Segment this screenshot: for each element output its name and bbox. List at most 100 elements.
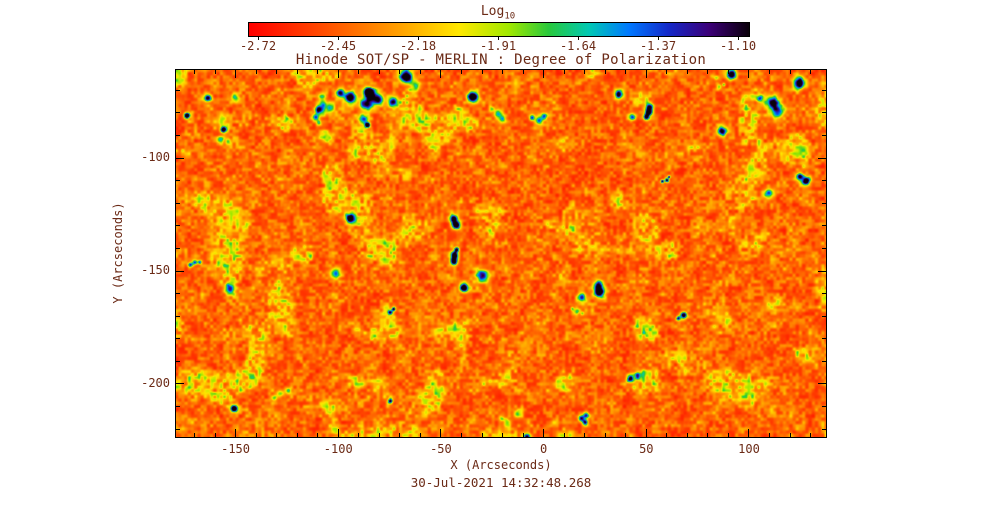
x-major-tick — [440, 70, 442, 78]
y-major-tick — [176, 270, 184, 272]
y-minor-tick — [822, 180, 826, 182]
x-minor-tick — [193, 70, 195, 74]
timestamp: 30-Jul-2021 14:32:48.268 — [410, 475, 592, 490]
y-minor-tick — [822, 428, 826, 430]
y-minor-tick — [822, 134, 826, 136]
x-tick-label: 50 — [639, 442, 654, 456]
x-minor-tick — [317, 433, 319, 437]
y-minor-tick — [822, 202, 826, 204]
y-axis-label: Y (Arcseconds) — [111, 202, 125, 304]
x-minor-tick — [399, 433, 401, 437]
colorbar-tick-label: -1.91 — [479, 39, 517, 53]
x-tick-label: -50 — [430, 442, 452, 456]
x-major-tick — [543, 70, 545, 78]
colorbar-tick — [257, 36, 259, 40]
y-minor-tick — [822, 338, 826, 340]
x-minor-tick — [769, 70, 771, 74]
x-minor-tick — [502, 70, 504, 74]
y-minor-tick — [176, 338, 180, 340]
x-minor-tick — [522, 70, 524, 74]
y-minor-tick — [822, 360, 826, 362]
x-major-tick — [235, 70, 237, 78]
x-minor-tick — [522, 433, 524, 437]
colorbar-tick — [737, 36, 739, 40]
x-minor-tick — [255, 433, 257, 437]
x-major-tick — [337, 429, 339, 437]
y-minor-tick — [176, 225, 180, 227]
x-minor-tick — [399, 70, 401, 74]
colorbar-tick — [337, 36, 339, 40]
colorbar-tick-label: -1.37 — [639, 39, 677, 53]
x-minor-tick — [604, 70, 606, 74]
colorbar-tick-label: -1.10 — [719, 39, 757, 53]
x-minor-tick — [789, 433, 791, 437]
x-major-tick — [645, 70, 647, 78]
plot-area — [175, 69, 827, 438]
x-minor-tick — [460, 70, 462, 74]
x-minor-tick — [707, 70, 709, 74]
x-minor-tick — [727, 70, 729, 74]
x-major-tick — [440, 429, 442, 437]
x-minor-tick — [789, 70, 791, 74]
colorbar-tick — [417, 36, 419, 40]
y-minor-tick — [822, 247, 826, 249]
x-minor-tick — [460, 433, 462, 437]
colorbar-tick — [657, 36, 659, 40]
x-minor-tick — [810, 433, 812, 437]
colorbar-tick-label: -1.64 — [559, 39, 597, 53]
y-minor-tick — [822, 89, 826, 91]
x-minor-tick — [584, 70, 586, 74]
y-minor-tick — [176, 89, 180, 91]
y-major-tick — [818, 157, 826, 159]
x-minor-tick — [584, 433, 586, 437]
x-major-tick — [645, 429, 647, 437]
colorbar-tick-label: -2.18 — [399, 39, 437, 53]
y-tick-label: -150 — [141, 263, 170, 277]
x-major-tick — [748, 70, 750, 78]
x-minor-tick — [686, 433, 688, 437]
y-minor-tick — [176, 180, 180, 182]
y-minor-tick — [176, 112, 180, 114]
colorbar-scale-label: Log10 — [448, 4, 548, 22]
x-minor-tick — [625, 70, 627, 74]
y-tick-label: -100 — [141, 150, 170, 165]
y-minor-tick — [176, 360, 180, 362]
colorbar-tick-label: -2.72 — [239, 39, 277, 53]
y-minor-tick — [176, 293, 180, 295]
x-minor-tick — [666, 70, 668, 74]
x-minor-tick — [378, 70, 380, 74]
x-tick-label: -100 — [323, 442, 353, 456]
x-minor-tick — [727, 433, 729, 437]
x-major-tick — [337, 70, 339, 78]
y-major-tick — [818, 270, 826, 272]
x-tick-label: -150 — [221, 442, 250, 456]
x-minor-tick — [419, 433, 421, 437]
x-minor-tick — [358, 433, 360, 437]
y-minor-tick — [822, 225, 826, 227]
heatmap-canvas — [176, 70, 826, 437]
y-minor-tick — [176, 202, 180, 204]
x-minor-tick — [707, 433, 709, 437]
colorbar-tick — [577, 36, 579, 40]
y-minor-tick — [176, 315, 180, 317]
x-minor-tick — [255, 70, 257, 74]
x-minor-tick — [481, 433, 483, 437]
x-minor-tick — [317, 70, 319, 74]
x-minor-tick — [686, 70, 688, 74]
y-major-tick — [176, 383, 184, 385]
x-minor-tick — [810, 70, 812, 74]
x-minor-tick — [193, 433, 195, 437]
x-minor-tick — [419, 70, 421, 74]
y-minor-tick — [822, 315, 826, 317]
x-minor-tick — [481, 70, 483, 74]
y-major-tick — [176, 157, 184, 159]
x-minor-tick — [276, 433, 278, 437]
colorbar-scale-subscript: 10 — [504, 11, 516, 22]
colorbar-scale-text: Log — [480, 4, 505, 19]
y-minor-tick — [176, 428, 180, 430]
y-minor-tick — [822, 293, 826, 295]
y-minor-tick — [822, 406, 826, 407]
x-minor-tick — [502, 433, 504, 437]
x-minor-tick — [214, 70, 216, 74]
